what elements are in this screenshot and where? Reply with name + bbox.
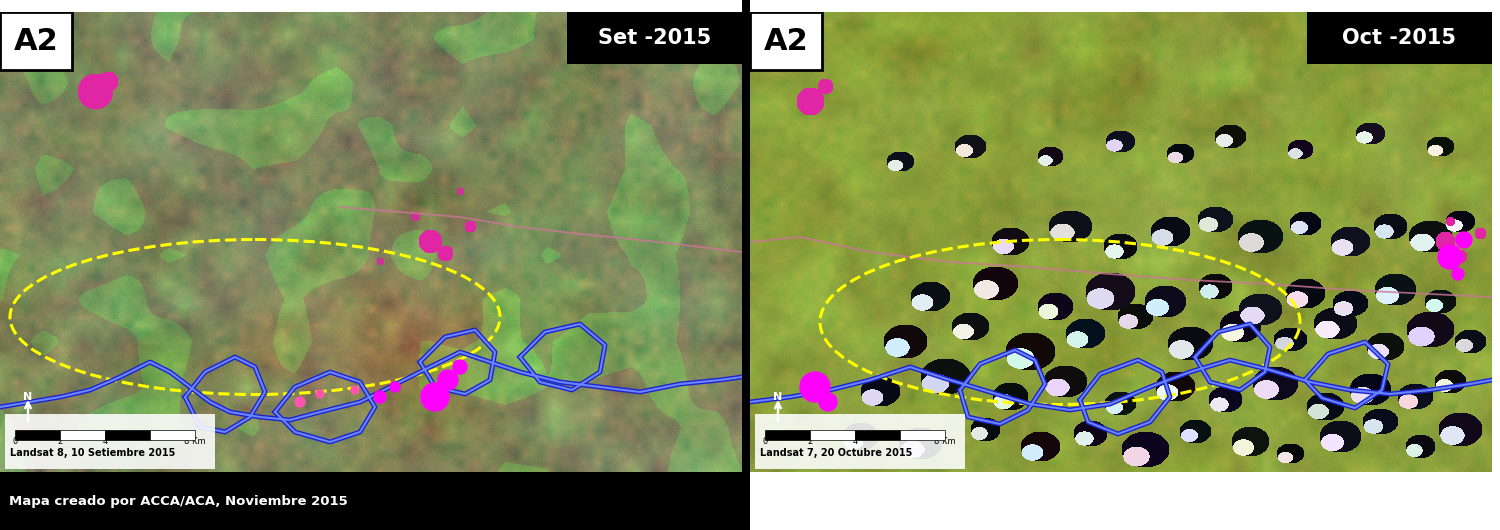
- FancyBboxPatch shape: [1306, 12, 1492, 64]
- Text: Oct -2015: Oct -2015: [1342, 28, 1456, 48]
- Circle shape: [390, 382, 400, 392]
- Bar: [900, 430, 945, 440]
- Text: 8 Km: 8 Km: [934, 437, 956, 446]
- Text: 4: 4: [102, 437, 108, 446]
- Text: 4: 4: [852, 437, 858, 446]
- Text: 8 Km: 8 Km: [184, 437, 206, 446]
- Circle shape: [800, 372, 830, 402]
- Circle shape: [453, 360, 466, 374]
- Text: 2: 2: [807, 437, 813, 446]
- Circle shape: [374, 391, 386, 403]
- Text: A2: A2: [13, 26, 58, 56]
- Bar: [105, 430, 150, 440]
- Text: 0: 0: [12, 437, 18, 446]
- Bar: [754, 414, 964, 469]
- FancyBboxPatch shape: [567, 12, 742, 64]
- Bar: [15, 430, 60, 440]
- Bar: [150, 430, 195, 440]
- Text: Set -2015: Set -2015: [598, 28, 711, 48]
- Text: N: N: [24, 392, 33, 402]
- Bar: [765, 430, 810, 440]
- Text: 0: 0: [762, 437, 768, 446]
- Circle shape: [1438, 245, 1462, 269]
- Circle shape: [351, 386, 358, 394]
- Text: 2: 2: [57, 437, 63, 446]
- Bar: [855, 430, 900, 440]
- FancyBboxPatch shape: [750, 12, 822, 70]
- FancyBboxPatch shape: [0, 12, 72, 70]
- Text: Landsat 7, 20 Octubre 2015: Landsat 7, 20 Octubre 2015: [760, 448, 912, 458]
- Bar: [4, 414, 214, 469]
- Text: Landsat 8, 10 Setiembre 2015: Landsat 8, 10 Setiembre 2015: [10, 448, 176, 458]
- Circle shape: [819, 393, 837, 411]
- Circle shape: [438, 370, 458, 390]
- Text: Mapa creado por ACCA/ACA, Noviembre 2015: Mapa creado por ACCA/ACA, Noviembre 2015: [9, 494, 348, 508]
- Circle shape: [316, 390, 324, 398]
- Bar: [60, 430, 105, 440]
- Circle shape: [1452, 268, 1464, 280]
- Circle shape: [1456, 232, 1472, 248]
- Circle shape: [296, 397, 304, 407]
- Bar: [810, 430, 855, 440]
- Circle shape: [422, 383, 448, 411]
- Text: A2: A2: [764, 26, 808, 56]
- Text: N: N: [774, 392, 783, 402]
